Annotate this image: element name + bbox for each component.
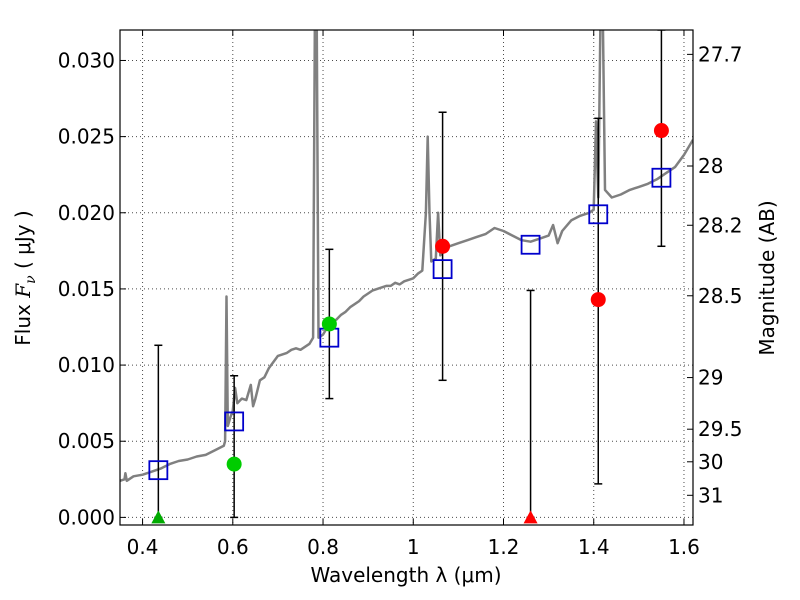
x-tick-label: 0.4 — [127, 535, 159, 559]
model-photometry-point — [651, 167, 672, 188]
y-tick-label: 0.030 — [58, 48, 115, 72]
y-axis-right: 27.7 28 28.2 28.5 29 29.5 30 31 — [687, 42, 743, 507]
right-tick-label: 29 — [698, 366, 723, 390]
right-tick-label: 29.5 — [698, 417, 743, 441]
error-bars — [154, 30, 666, 519]
y-axis-left: 0.000 0.005 0.010 0.015 0.020 0.025 0.030 — [58, 48, 126, 529]
upper-limit-marker — [151, 510, 166, 524]
x-axis-title: Wavelength λ (μm) — [310, 563, 501, 587]
y-axis-title-flux: Flux — [11, 298, 35, 346]
detection-point — [226, 456, 242, 472]
y-axis-title-unit: ( μJy ) — [11, 210, 35, 275]
x-tick-label: 1 — [407, 535, 420, 559]
y-tick-label: 0.000 — [58, 505, 115, 529]
right-tick-label: 31 — [698, 483, 723, 507]
y-axis-title-symbol-f: F — [11, 283, 35, 299]
detection-point — [321, 316, 337, 332]
model-photometry-point — [148, 460, 169, 481]
model-photometry-point — [588, 204, 609, 225]
model-photometry-point — [520, 234, 541, 255]
right-tick-label: 27.7 — [698, 42, 743, 66]
upper-limit-marker — [523, 510, 538, 524]
y-axis-title-right: Magnitude (AB) — [755, 200, 779, 355]
x-tick-label: 1.2 — [488, 535, 520, 559]
right-tick-label: 28 — [698, 154, 723, 178]
x-tick-label: 1.6 — [668, 535, 700, 559]
plot-frame — [119, 29, 694, 526]
y-tick-label: 0.020 — [58, 201, 115, 225]
y-axis-title-left: Flux Fν ( μJy ) — [11, 210, 39, 345]
y-axis-title-symbol-nu: ν — [23, 275, 39, 284]
model-photometry — [148, 167, 672, 481]
right-tick-label: 30 — [698, 450, 723, 474]
y-tick-label: 0.025 — [58, 125, 115, 149]
detection-point — [653, 123, 669, 139]
right-tick-label: 28.2 — [698, 213, 743, 237]
x-axis: 0.4 0.6 0.8 1 1.2 1.4 1.6 — [127, 30, 700, 559]
x-tick-label: 0.6 — [217, 535, 249, 559]
right-tick-label: 28.5 — [698, 284, 743, 308]
detection-point — [435, 238, 451, 254]
x-tick-label: 0.8 — [307, 535, 339, 559]
detection-point — [590, 292, 606, 308]
y-tick-label: 0.015 — [58, 277, 115, 301]
x-tick-label: 1.4 — [578, 535, 610, 559]
grid — [120, 30, 693, 525]
model-spectrum — [120, 30, 693, 483]
y-tick-label: 0.010 — [58, 353, 115, 377]
model-photometry-point — [432, 259, 453, 280]
spectrum-line — [120, 30, 693, 483]
model-photometry-point — [224, 411, 245, 432]
observed-photometry — [151, 123, 669, 524]
y-tick-label: 0.005 — [58, 429, 115, 453]
